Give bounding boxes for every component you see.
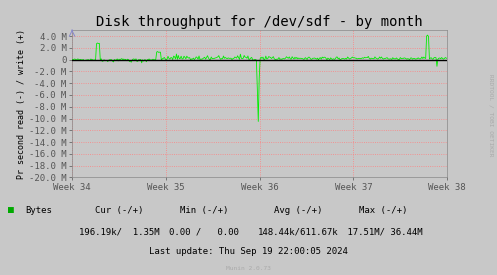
Text: 17.51M/ 36.44M: 17.51M/ 36.44M — [342, 228, 423, 237]
Text: Munin 2.0.73: Munin 2.0.73 — [226, 266, 271, 271]
Text: Bytes: Bytes — [25, 206, 52, 215]
Y-axis label: Pr second read (-) / write (+): Pr second read (-) / write (+) — [17, 29, 26, 179]
Text: Cur (-/+): Cur (-/+) — [95, 206, 144, 215]
Text: Max (-/+): Max (-/+) — [358, 206, 407, 215]
Text: Last update: Thu Sep 19 22:00:05 2024: Last update: Thu Sep 19 22:00:05 2024 — [149, 247, 348, 256]
Text: RRDTOOL / TOBI OETIKER: RRDTOOL / TOBI OETIKER — [489, 74, 494, 157]
Text: 0.00 /   0.00: 0.00 / 0.00 — [169, 228, 239, 237]
Text: 196.19k/  1.35M: 196.19k/ 1.35M — [79, 228, 160, 237]
Text: 148.44k/611.67k: 148.44k/611.67k — [258, 228, 338, 237]
Text: ■: ■ — [8, 205, 14, 215]
Text: Avg (-/+): Avg (-/+) — [274, 206, 323, 215]
Text: Min (-/+): Min (-/+) — [179, 206, 228, 215]
Title: Disk throughput for /dev/sdf - by month: Disk throughput for /dev/sdf - by month — [96, 15, 423, 29]
